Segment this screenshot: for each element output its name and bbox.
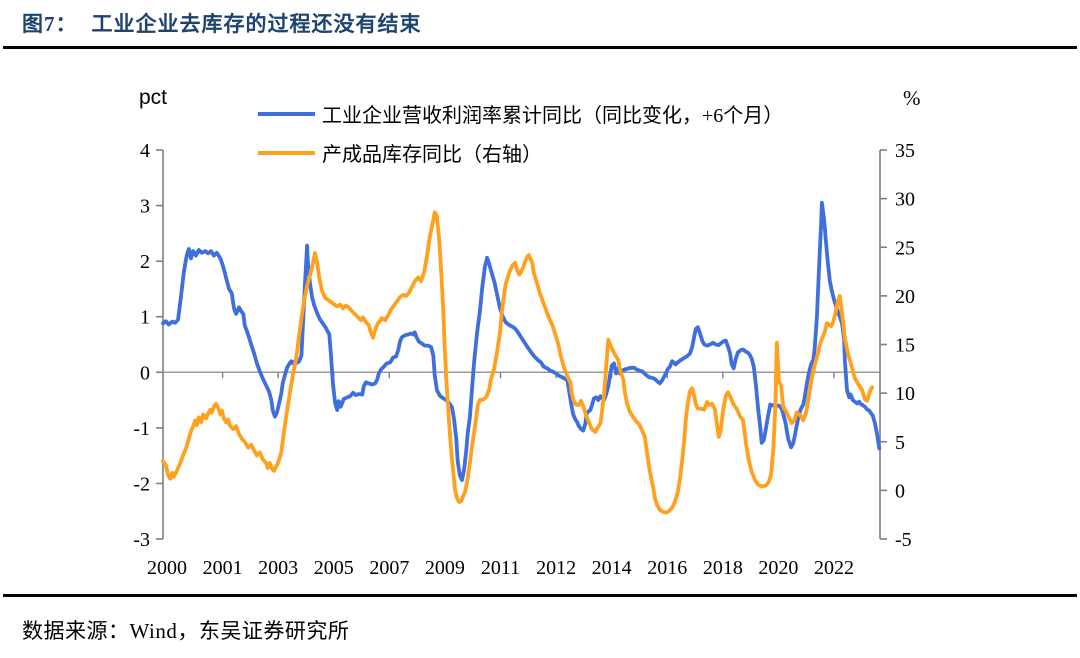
figure-title: 图7： 工业企业去库存的过程还没有结束 — [22, 8, 422, 38]
left-axis-tick-label: -2 — [133, 473, 150, 495]
left-axis-tick-label: -3 — [133, 529, 150, 551]
left-axis-tick-label: 3 — [140, 196, 150, 218]
legend-label-inventory: 产成品库存同比（右轴） — [322, 144, 542, 166]
right-axis-tick-label: 5 — [895, 432, 905, 454]
data-source-line: 数据来源：Wind，东吴证券研究所 — [22, 619, 350, 643]
left-axis-tick-label: 1 — [140, 307, 150, 329]
right-axis-tick-label: 0 — [895, 480, 905, 502]
chart-legend: 工业企业营收利润率累计同比（同比变化，+6个月） 产成品库存同比（右轴） — [258, 94, 783, 172]
figure-title-text: 工业企业去库存的过程还没有结束 — [91, 12, 422, 36]
x-axis-year-label: 2003 — [258, 557, 298, 579]
right-axis-tick-label: 20 — [895, 286, 915, 308]
legend-item-inventory: 产成品库存同比（右轴） — [258, 133, 783, 172]
left-axis-tick-label: -1 — [133, 418, 150, 440]
right-axis-tick-label: -5 — [895, 529, 912, 551]
x-axis-year-label: 2007 — [369, 557, 409, 579]
bottom-divider — [3, 594, 1077, 597]
right-axis-unit-label: % — [903, 86, 921, 110]
right-axis-tick-label: 15 — [895, 335, 915, 357]
finished-goods-inventory-line — [161, 210, 874, 515]
figure-number-label: 图7： — [22, 12, 78, 36]
orange-line-swatch-icon — [258, 150, 315, 155]
x-axis-year-label: 2014 — [592, 557, 632, 579]
x-axis-year-label: 2011 — [481, 557, 520, 579]
x-axis-year-label: 2009 — [425, 557, 465, 579]
x-axis-year-label: 2018 — [703, 557, 743, 579]
x-axis-year-label: 2020 — [758, 557, 798, 579]
x-axis-year-label: 2016 — [647, 557, 687, 579]
right-axis-tick-label: 25 — [895, 237, 915, 259]
legend-label-profit-margin: 工业企业营收利润率累计同比（同比变化，+6个月） — [322, 105, 784, 127]
right-axis-tick-label: 35 — [895, 140, 915, 162]
blue-line-swatch-icon — [258, 111, 315, 116]
top-divider — [3, 46, 1077, 49]
left-axis-tick-label: 2 — [140, 251, 150, 273]
x-axis-year-label: 2000 — [147, 557, 187, 579]
right-axis-tick-label: 10 — [895, 383, 915, 405]
x-axis-year-label: 2005 — [314, 557, 354, 579]
left-axis-unit-label: pct — [139, 86, 168, 109]
profit-margin-yoy-line — [161, 200, 882, 483]
x-axis-year-label: 2022 — [814, 557, 854, 579]
x-axis-year-label: 2001 — [203, 557, 243, 579]
right-axis-tick-label: 30 — [895, 189, 915, 211]
left-axis-tick-label: 4 — [140, 140, 150, 162]
legend-item-profit-margin: 工业企业营收利润率累计同比（同比变化，+6个月） — [258, 94, 783, 133]
left-axis-tick-label: 0 — [140, 362, 150, 384]
x-axis-year-label: 2012 — [536, 557, 576, 579]
